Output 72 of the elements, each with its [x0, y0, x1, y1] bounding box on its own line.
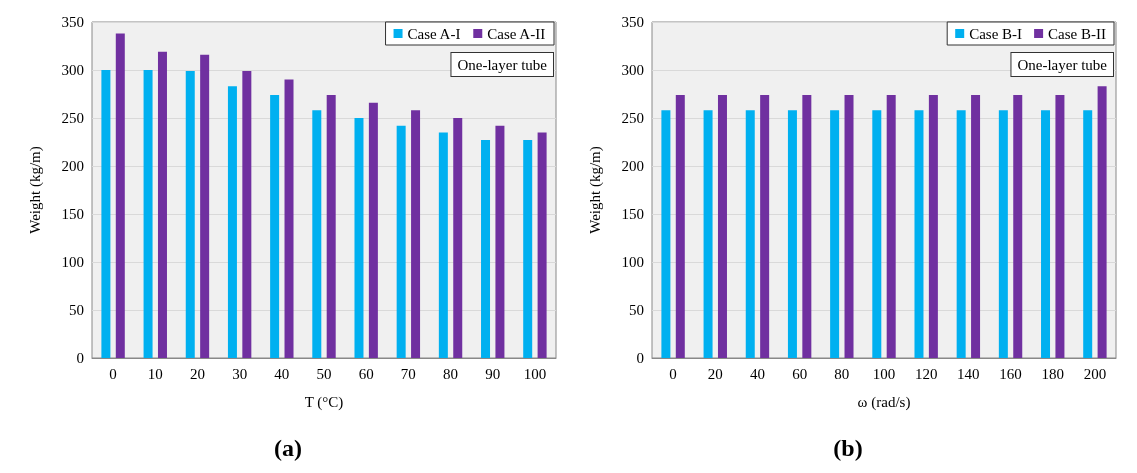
x-tick-label: 60 — [792, 365, 808, 382]
bar — [495, 125, 505, 358]
x-tick-label: 30 — [232, 365, 248, 382]
y-tick-label: 100 — [621, 254, 644, 270]
bar — [438, 132, 448, 358]
bar — [101, 70, 111, 358]
annotation: One-layer tube — [1017, 56, 1108, 73]
x-tick-label: 140 — [957, 365, 980, 382]
legend-label: Case A-II — [487, 25, 546, 42]
bar — [354, 118, 364, 358]
x-tick-label: 0 — [109, 365, 117, 382]
y-tick-label: 200 — [621, 158, 644, 174]
x-tick-label: 100 — [872, 365, 896, 382]
x-tick-label: 10 — [147, 365, 163, 382]
legend-label: Case B-I — [969, 25, 1023, 42]
bar — [270, 94, 280, 358]
annotation: One-layer tube — [457, 56, 548, 73]
bar — [200, 54, 210, 358]
bar — [157, 51, 167, 358]
bar — [537, 132, 547, 358]
x-tick-label: 70 — [400, 365, 416, 382]
y-tick-label: 150 — [61, 206, 84, 222]
y-tick-label: 50 — [69, 302, 84, 318]
bar — [453, 118, 463, 358]
bar — [312, 110, 322, 358]
y-tick-label: 350 — [61, 14, 84, 30]
bar — [227, 86, 237, 358]
y-tick-label: 100 — [61, 254, 84, 270]
bar — [411, 110, 421, 358]
y-tick-label: 200 — [61, 158, 84, 174]
bar — [326, 94, 336, 358]
bar — [523, 140, 533, 358]
y-tick-label: 300 — [61, 62, 84, 78]
y-axis-title: Weight (kg/m) — [26, 146, 44, 234]
bar — [368, 102, 378, 358]
y-tick-label: 300 — [621, 62, 644, 78]
x-tick-label: 100 — [523, 365, 547, 382]
x-tick-label: 160 — [999, 365, 1022, 382]
x-axis-title: T (°C) — [304, 393, 344, 411]
x-tick-label: 200 — [1083, 365, 1107, 382]
x-tick-label: 20 — [707, 365, 723, 382]
y-axis-title: Weight (kg/m) — [586, 146, 604, 234]
x-tick-label: 180 — [1041, 365, 1064, 382]
legend-label: Case A-I — [407, 25, 461, 42]
text: (b) — [833, 435, 863, 461]
x-tick-label: 20 — [189, 365, 205, 382]
y-tick-label: 50 — [629, 302, 644, 318]
y-tick-label: 250 — [61, 110, 84, 126]
y-tick-label: 350 — [621, 14, 644, 30]
text: (a) — [274, 435, 302, 461]
bar — [115, 33, 125, 358]
x-tick-label: 80 — [834, 365, 850, 382]
y-tick-label: 0 — [76, 350, 84, 366]
x-tick-label: 60 — [358, 365, 374, 382]
legend-label: Case B-II — [1048, 25, 1107, 42]
bar — [143, 70, 153, 358]
x-tick-label: 40 — [749, 365, 765, 382]
x-tick-label: 120 — [914, 365, 938, 382]
x-tick-label: 80 — [443, 365, 459, 382]
x-axis-title: ω (rad/s) — [857, 393, 911, 411]
x-tick-label: 50 — [316, 365, 332, 382]
bar — [481, 140, 491, 358]
y-tick-label: 150 — [621, 206, 644, 222]
x-tick-label: 40 — [274, 365, 290, 382]
bar — [396, 125, 406, 358]
y-tick-label: 250 — [621, 110, 644, 126]
bar — [242, 70, 252, 358]
bar — [185, 70, 195, 358]
x-tick-label: 0 — [669, 365, 677, 382]
bar — [284, 79, 294, 358]
y-tick-label: 0 — [636, 350, 644, 366]
x-tick-label: 90 — [485, 365, 501, 382]
